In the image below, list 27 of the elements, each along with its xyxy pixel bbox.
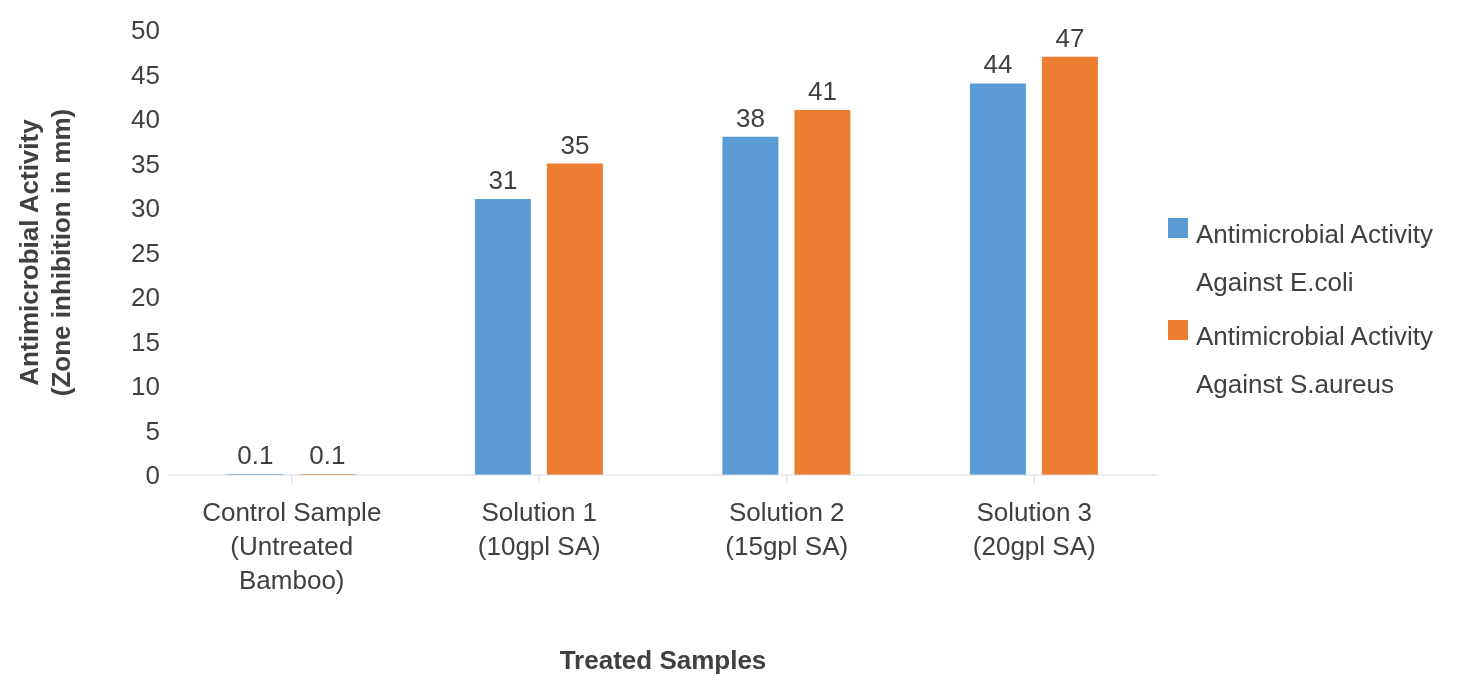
y-tick-label: 30	[131, 193, 160, 224]
y-tick-label: 10	[131, 371, 160, 402]
y-tick-label: 35	[131, 148, 160, 179]
data-label: 41	[807, 76, 837, 107]
data-label: 0.1	[309, 440, 346, 471]
data-label: 0.1	[237, 440, 274, 471]
legend-label: Antimicrobial Activity Against E.coli	[1196, 217, 1434, 299]
y-tick-label: 45	[131, 59, 160, 90]
y-tick-label: 0	[145, 460, 160, 491]
y-tick-label: 50	[131, 15, 160, 46]
y-tick-label: 25	[131, 237, 160, 268]
x-tick-label: Control Sample (Untreated Bamboo)	[202, 497, 382, 595]
y-tick-label: 20	[131, 282, 160, 313]
x-tick-label: Solution 2 (15gpl SA)	[725, 497, 849, 561]
x-tick-label: Solution 1 (10gpl SA)	[477, 497, 601, 561]
data-label: 38	[735, 102, 765, 133]
data-label: 44	[983, 49, 1013, 80]
data-label: 35	[560, 129, 590, 160]
x-axis-title: Treated Samples	[559, 645, 767, 675]
y-tick-label: 40	[131, 104, 160, 135]
y-tick-label: 5	[145, 415, 160, 446]
data-label: 47	[1055, 22, 1085, 53]
data-label: 31	[488, 165, 518, 196]
x-tick-label: Solution 3 (20gpl SA)	[972, 497, 1096, 561]
y-axis-title: Antimicrobial Activity (Zone inhibition in mm)	[14, 108, 76, 397]
y-tick-label: 15	[131, 326, 160, 357]
legend-label: Antimicrobial Activity Against S.aureus	[1196, 319, 1434, 401]
